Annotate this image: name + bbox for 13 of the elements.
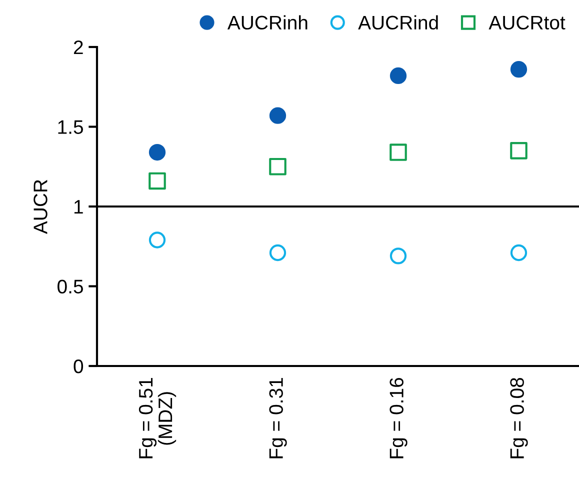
y-tick-label: 1	[74, 200, 83, 214]
y-tick-label: 2	[74, 40, 83, 54]
x-tick-label: Fg = 0.08	[510, 378, 528, 458]
y-axis-title: AUCR	[34, 180, 48, 234]
legend-label: AUCRinh	[227, 15, 308, 30]
legend-label: AUCRtot	[488, 16, 566, 30]
x-tick-label: Fg = 0.31	[269, 378, 287, 458]
y-tick-label: 0.5	[58, 280, 83, 294]
y-tick-label: 1.5	[58, 120, 83, 134]
legend-label: AUCRind	[358, 15, 438, 30]
x-tick-label: Fg = 0.51 (MDZ)	[138, 378, 176, 458]
x-tick-label: Fg = 0.16	[390, 378, 408, 458]
y-tick-label: 0	[74, 359, 84, 374]
